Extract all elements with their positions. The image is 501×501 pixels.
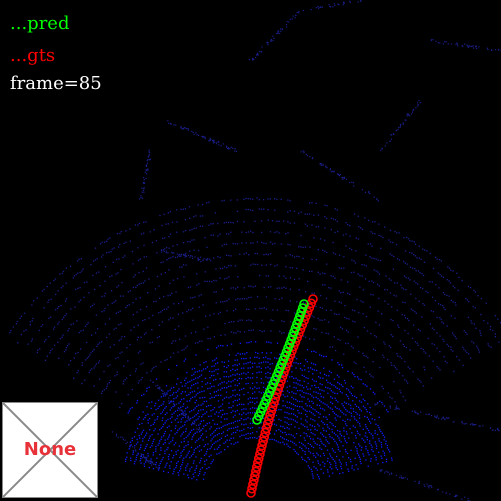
- trajectory-marker: [299, 299, 309, 309]
- trajectory-marker: [273, 384, 283, 395]
- placeholder-label: None: [23, 439, 77, 460]
- trajectory-marker: [253, 453, 264, 464]
- frame-counter: frame=85: [10, 73, 102, 94]
- legend-gts: ...gts: [10, 45, 56, 66]
- missing-image-icon: [2, 402, 98, 498]
- trajectory-marker: [251, 466, 261, 477]
- gts-trajectory: [246, 294, 318, 498]
- ego-vehicle-void: [206, 443, 310, 501]
- trajectory-marker: [249, 475, 259, 485]
- trajectory-marker: [261, 423, 272, 434]
- trajectory-marker: [252, 457, 263, 468]
- trajectory-marker: [264, 414, 274, 425]
- trajectory-marker: [266, 406, 277, 416]
- trajectory-marker: [308, 294, 318, 304]
- trajectory-marker: [259, 432, 270, 442]
- trajectory-marker: [256, 445, 266, 455]
- point-cloud: [9, 0, 501, 501]
- pred-trajectory: [252, 299, 309, 425]
- trajectory-marker: [248, 479, 258, 490]
- trajectory-marker: [255, 449, 265, 460]
- trajectory-marker: [267, 401, 278, 412]
- trajectory-marker: [247, 483, 257, 494]
- trajectory-marker: [246, 488, 256, 498]
- trajectory-marker: [262, 419, 273, 429]
- trajectory-marker: [258, 436, 268, 447]
- trajectory-marker: [265, 410, 275, 421]
- trajectory-marker: [251, 462, 262, 472]
- trajectory-marker: [257, 440, 267, 451]
- legend-pred: ...pred: [10, 13, 70, 34]
- trajectory-marker: [250, 470, 260, 481]
- trajectory-marker: [260, 427, 271, 438]
- camera-thumbnail-placeholder: None: [2, 402, 98, 498]
